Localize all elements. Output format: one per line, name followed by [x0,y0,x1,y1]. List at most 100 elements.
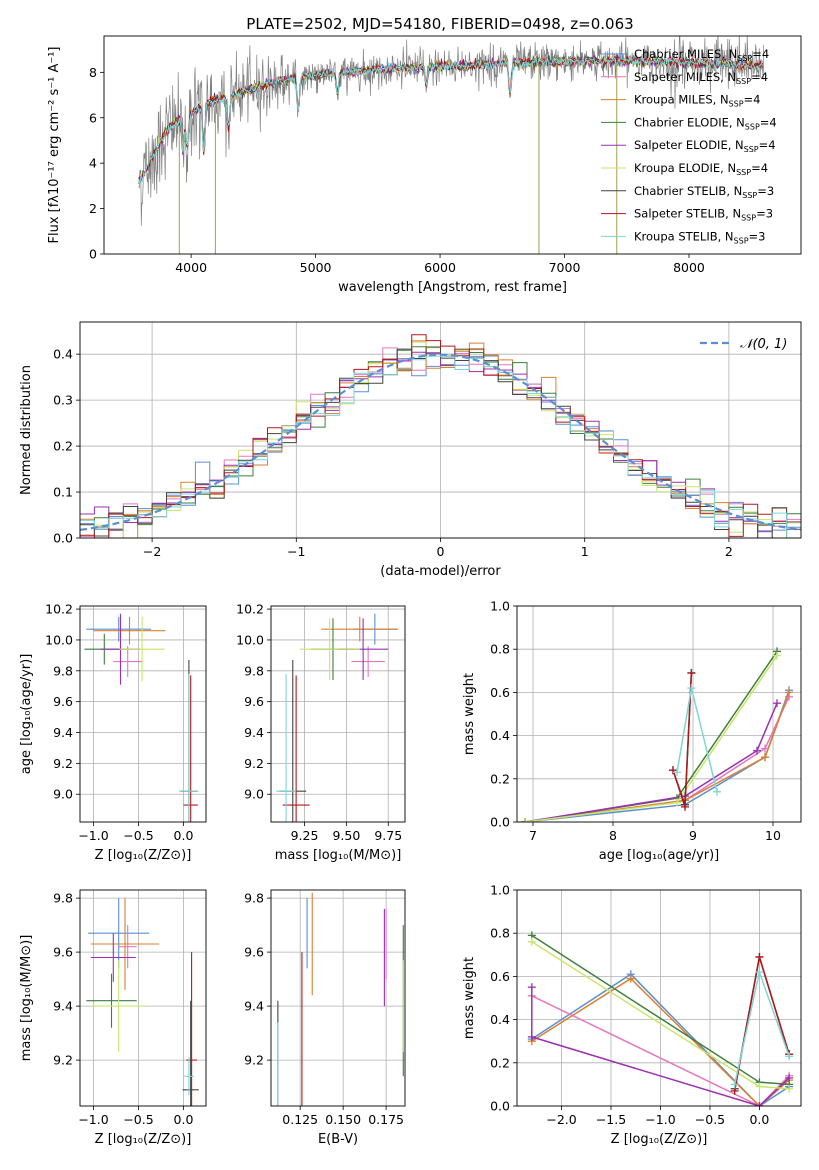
x-tick-label: 0.0 [174,1112,194,1127]
y-tick-label: 9.4 [244,999,264,1014]
legend-entry: Kroupa ELODIE, NSSP=4 [634,161,768,177]
x-tick-label: 0.0 [174,828,194,843]
y-tick-label: 0.2 [490,771,510,786]
x-tick-label: −1.5 [596,1112,626,1127]
y-tick-label: 9.0 [244,787,264,802]
x-tick-label: 0.125 [282,1112,318,1127]
y-tick-label: 9.8 [53,891,73,906]
weight-point [713,787,721,796]
x-tick-label: 0 [437,544,445,559]
x-tick-label: 8000 [673,260,705,275]
x-tick-label: −2.0 [546,1112,576,1127]
y-tick-label: 0.0 [490,815,510,830]
weight-line [531,987,790,1106]
y-tick-label: 2 [89,201,97,216]
plot-area-mass-vs-Z [86,898,199,1106]
axes-frame [79,889,207,1107]
x-axis-label: Z [log₁₀(Z/Z⊙)] [95,1132,192,1147]
weight-point [785,1052,794,1061]
legend: Chabrier MILES, NSSP=4 Salpeter MILES, NS… [601,47,777,245]
weight-point [761,753,769,762]
y-tick-label: 9.6 [53,945,73,960]
y-tick-label: 0.6 [490,969,510,984]
plot-area-spectrum [138,36,765,254]
weight-point [521,818,529,822]
legend-entry: Chabrier STELIB, NSSP=3 [634,184,774,200]
x-tick-label: 9.50 [332,828,360,843]
y-tick-label: 0.0 [490,1099,510,1114]
x-axis-label: (data-model)/error [380,564,501,579]
axes-frame [79,605,207,823]
legend-entry: Salpeter MILES, NSSP=4 [634,70,768,86]
chart-age-vs-mass: 9.25 9.50 9.75 9.0 9.2 9.4 9.6 9.8 10.0 10.2 mass … [236,602,406,863]
x-tick-label: 9.75 [374,828,402,843]
weight-point [626,974,635,983]
figure-title: PLATE=2502, MJD=54180, FIBERID=0498, z=0… [246,15,633,33]
y-tick-label: 9.0 [53,787,73,802]
chart-mass-vs-Z: −1.0 −0.5 0.0 9.2 9.4 9.6 9.8 Z [log₁₀(Z/Z⊙)] ma… [19,889,207,1147]
weight-point [773,699,781,708]
y-tick-label: 9.4 [53,999,73,1014]
y-tick-label: 9.8 [244,891,264,906]
weight-line [531,995,790,1106]
x-tick-label: 1 [581,544,589,559]
y-tick-label: 10.2 [236,602,264,617]
chart-age-vs-Z: −1.0 −0.5 0.0 9.0 9.2 9.4 9.6 9.8 10.0 10.2 Z [log… [19,602,207,863]
legend-entry: Chabrier ELODIE, NSSP=4 [634,115,777,131]
y-tick-label: 9.6 [53,694,73,709]
weight-point [527,937,536,946]
y-tick-label: 9.2 [53,756,73,771]
plot-area-weight-vs-age [521,647,793,822]
x-axis-label: E(B-V) [318,1132,358,1147]
y-tick-label: 0.4 [53,347,73,362]
weight-point [527,1032,536,1041]
x-tick-label: −1.0 [78,1112,108,1127]
x-tick-label: 4000 [175,260,207,275]
y-axis-label: mass weight [462,673,477,755]
x-tick-label: 9 [689,828,697,843]
legend-entry: 𝒩(0, 1) [740,337,787,352]
y-tick-label: 10.0 [236,632,264,647]
y-tick-label: 9.6 [244,694,264,709]
plot-area-age-vs-mass [276,613,399,822]
weight-point [785,688,793,697]
x-tick-label: −1.0 [645,1112,675,1127]
model-spectrum [138,55,764,185]
weight-point [755,952,764,961]
y-tick-label: 10.2 [45,602,73,617]
y-tick-label: 0.2 [490,1055,510,1070]
y-tick-label: 4 [89,156,97,171]
weight-point [755,1102,764,1106]
x-tick-label: 0.175 [368,1112,404,1127]
y-tick-label: 0 [89,247,97,262]
weight-point [673,798,681,807]
x-axis-label: mass [log₁₀(M/M⊙)] [275,848,402,863]
y-tick-label: 9.2 [244,756,264,771]
x-axis-label: Z [log₁₀(Z/Z⊙)] [95,848,192,863]
weight-point [773,651,781,660]
plot-area-residuals [80,334,801,538]
x-tick-label: 5000 [300,260,332,275]
y-axis-label: Flux [fλ10⁻¹⁷ erg cm⁻² s⁻¹ A⁻¹] [47,47,62,244]
chart-residuals: −2 −1 0 1 2 0.0 0.1 0.2 0.3 0.4 (data-model)/error… [19,321,802,579]
weight-point [687,668,696,677]
plot-layer: 4000 5000 6000 7000 8000 0 2 4 6 8 wavelength [Ang… [19,35,802,1147]
x-axis-label: wavelength [Angstrom, rest frame] [338,280,567,295]
x-tick-label: 7 [529,828,537,843]
y-axis-label: mass weight [462,957,477,1039]
y-tick-label: 8 [89,65,97,80]
weight-line [524,702,778,822]
chart-mass-vs-ebv: 0.125 0.150 0.175 9.2 9.4 9.6 9.8 E(B-V) [244,889,406,1147]
weight-point [785,1073,794,1082]
x-axis-label: age [log₁₀(age/yr)] [599,848,720,863]
axes-frame [103,35,802,255]
axes-frame [270,889,406,1107]
y-tick-label: 0.4 [490,728,510,743]
y-tick-label: 9.8 [53,663,73,678]
y-tick-label: 9.4 [244,725,264,740]
y-tick-label: 6 [89,110,97,125]
x-tick-label: −2 [143,544,161,559]
axes-frame [516,889,802,1107]
weight-line [531,977,790,1106]
